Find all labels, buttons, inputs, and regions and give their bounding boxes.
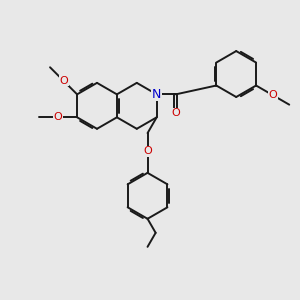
Text: O: O bbox=[171, 109, 180, 118]
Text: O: O bbox=[59, 76, 68, 86]
Text: N: N bbox=[152, 88, 161, 101]
Text: O: O bbox=[268, 90, 277, 100]
Text: O: O bbox=[143, 146, 152, 156]
Text: O: O bbox=[54, 112, 62, 122]
